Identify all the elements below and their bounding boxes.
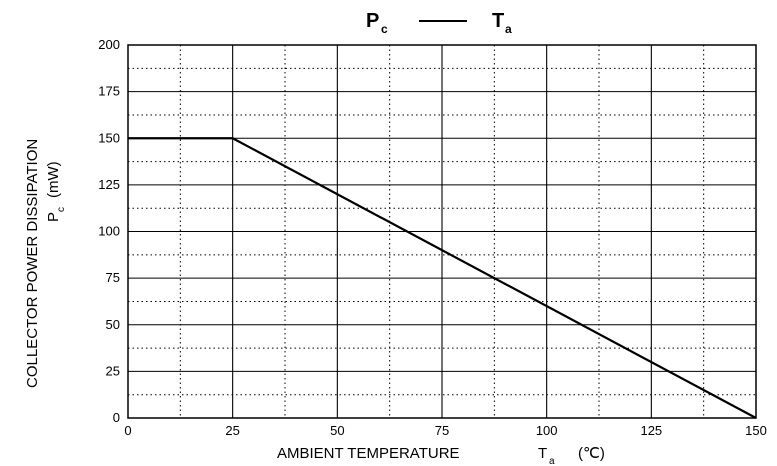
y-tick-label: 175 xyxy=(98,84,120,99)
y-tick-label: 0 xyxy=(113,410,120,425)
x-tick-label: 125 xyxy=(640,423,662,438)
title-right-subscript: a xyxy=(505,22,512,36)
x-tick-label: 75 xyxy=(435,423,449,438)
y-tick-label: 200 xyxy=(98,37,120,52)
y-axis-label-second-line: P c (mW) xyxy=(45,161,67,222)
y-axis-label-symbol: P xyxy=(45,212,62,222)
grid xyxy=(128,45,756,418)
x-axis-label-unit: (℃) xyxy=(578,445,605,462)
y-axis-label-unit: (mW) xyxy=(45,161,62,198)
y-axis-label-subscript: c xyxy=(56,207,67,212)
y-tick-label: 25 xyxy=(106,363,120,378)
x-axis-label-subscript: a xyxy=(549,456,555,466)
x-tick-labels: 0 25 50 75 100 125 150 xyxy=(124,423,766,438)
x-axis-label: AMBIENT TEMPERATURE T a (℃) xyxy=(277,445,605,466)
x-tick-label: 150 xyxy=(745,423,767,438)
chart-title: P c T a xyxy=(366,10,512,36)
x-axis-label-text: AMBIENT TEMPERATURE xyxy=(277,445,460,462)
y-tick-label: 125 xyxy=(98,177,120,192)
title-left-subscript: c xyxy=(381,22,388,36)
title-right-symbol: T xyxy=(492,10,504,32)
plot-frame xyxy=(127,44,757,419)
title-left-symbol: P xyxy=(366,10,379,32)
y-tick-label: 150 xyxy=(98,130,120,145)
y-tick-label: 50 xyxy=(106,317,120,332)
series-group xyxy=(128,137,757,419)
x-tick-label: 50 xyxy=(330,423,344,438)
y-tick-label: 75 xyxy=(106,270,120,285)
series-line xyxy=(128,137,757,419)
y-tick-label: 100 xyxy=(98,224,120,239)
y-axis-label-line1: COLLECTOR POWER DISSIPATION xyxy=(24,139,41,388)
x-tick-label: 100 xyxy=(536,423,558,438)
x-tick-label: 0 xyxy=(124,423,131,438)
x-axis-label-symbol: T xyxy=(538,445,547,462)
x-tick-label: 25 xyxy=(225,423,239,438)
y-axis-label: COLLECTOR POWER DISSIPATION xyxy=(24,139,41,388)
y-tick-labels: 0 25 50 75 100 125 150 175 200 xyxy=(98,37,120,425)
